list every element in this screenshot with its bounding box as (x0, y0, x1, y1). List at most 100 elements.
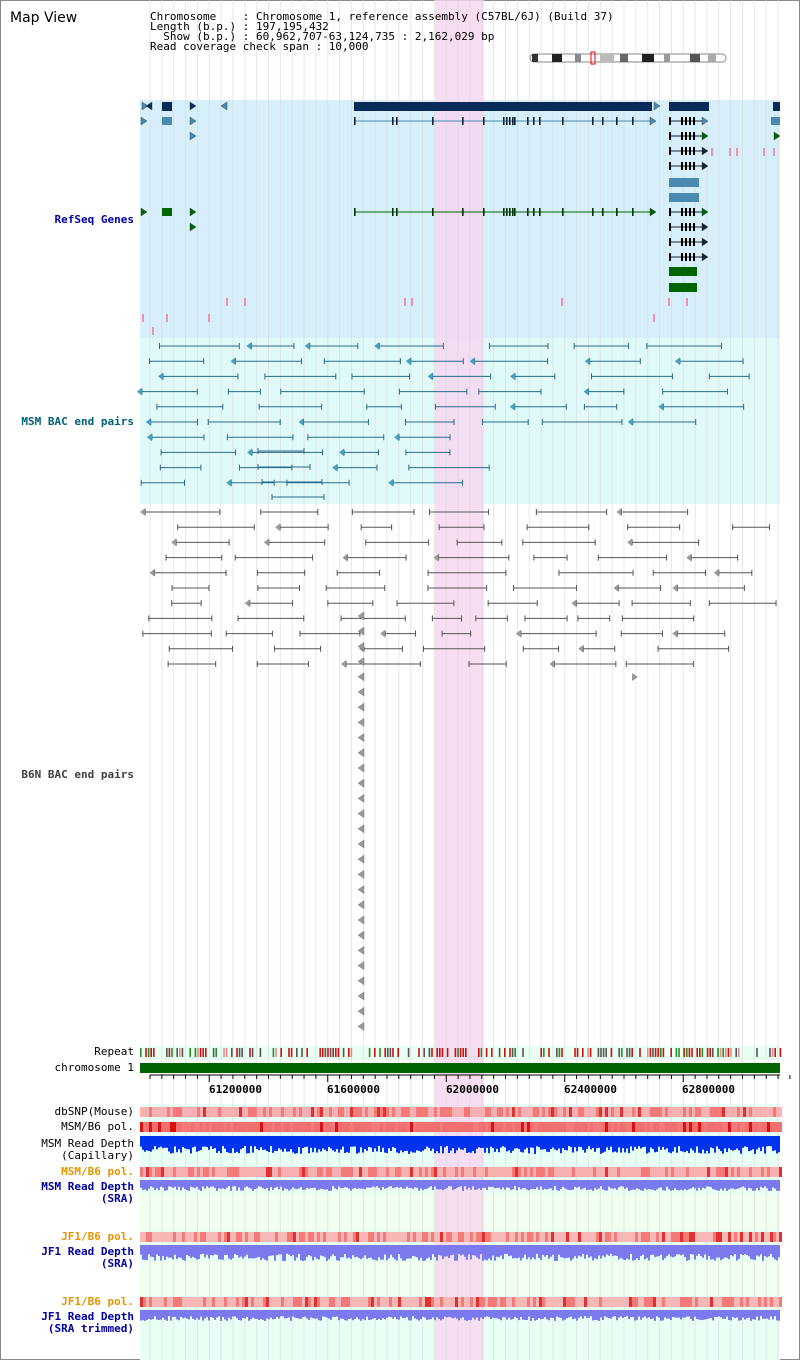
read-depth-bar (440, 1136, 442, 1147)
track-label-jf1-b6-pol-1[interactable]: JF1/B6 pol. (61, 1230, 134, 1243)
polymorphism-cell (470, 1167, 473, 1177)
exon (396, 117, 398, 125)
polymorphism-cell (650, 1232, 653, 1242)
polymorphism-cell (368, 1167, 371, 1177)
repeat-mark (441, 1048, 444, 1057)
read-depth-bar (736, 1180, 738, 1189)
read-depth-bar (288, 1180, 290, 1191)
read-depth-bar (730, 1310, 732, 1321)
msm-bac-end (226, 478, 232, 487)
track-label-msm-depth-sra[interactable]: MSM Read Depth (SRA) (41, 1180, 134, 1205)
read-depth-bar (166, 1310, 168, 1321)
read-depth-bar (508, 1245, 510, 1257)
polymorphism-cell (419, 1122, 422, 1132)
polymorphism-cell (170, 1297, 173, 1307)
read-depth-bar (362, 1310, 364, 1319)
read-depth-bar (172, 1136, 174, 1153)
read-depth-bar (506, 1136, 508, 1152)
read-depth-bar (716, 1245, 718, 1258)
read-depth-bar (236, 1310, 238, 1319)
polymorphism-cell (617, 1122, 620, 1132)
polymorphism-cell (275, 1122, 278, 1132)
read-depth-bar (218, 1310, 220, 1317)
polymorphism-cell (296, 1122, 299, 1132)
repeat-mark (491, 1048, 493, 1057)
polymorphism-cell (299, 1232, 302, 1242)
read-depth-bar (214, 1310, 216, 1320)
polymorphism-cell (581, 1122, 584, 1132)
track-label-repeat[interactable]: Repeat (94, 1045, 134, 1058)
read-depth-bar (548, 1136, 550, 1153)
track-label-b6n-bac[interactable]: B6N BAC end pairs (21, 768, 134, 781)
polymorphism-cell (668, 1107, 671, 1117)
track-label-msm-b6-pol-1[interactable]: MSM/B6 pol. (61, 1120, 134, 1133)
polymorphism-cell (530, 1167, 533, 1177)
polymorphism-cell (344, 1232, 347, 1242)
track-label-jf1-depth-trimmed[interactable]: JF1 Read Depth (SRA trimmed) (41, 1310, 134, 1335)
track-label-jf1-depth-sra[interactable]: JF1 Read Depth (SRA) (41, 1245, 134, 1270)
read-depth-bar (332, 1245, 334, 1255)
polymorphism-cell (200, 1122, 203, 1132)
track-label-msm-depth-capillary[interactable]: MSM Read Depth (Capillary) (41, 1137, 134, 1162)
polymorphism-cell (590, 1122, 593, 1132)
read-depth-bar (210, 1180, 212, 1187)
read-depth-bar (202, 1245, 204, 1254)
read-depth-bar (588, 1180, 590, 1190)
read-depth-bar (166, 1245, 168, 1257)
polymorphism-cell (758, 1107, 761, 1117)
polymorphism-cell (677, 1232, 680, 1242)
read-depth-bar (520, 1245, 522, 1261)
read-depth-bar (360, 1310, 362, 1321)
read-depth-bar (454, 1245, 456, 1261)
repeat-mark (727, 1048, 730, 1057)
read-depth-bar (342, 1245, 344, 1258)
track-label-msm-bac[interactable]: MSM BAC end pairs (21, 415, 134, 428)
read-depth-bar (720, 1310, 722, 1318)
read-depth-bar (386, 1180, 388, 1189)
read-depth-bar (544, 1310, 546, 1318)
track-label-dbsnp[interactable]: dbSNP(Mouse) (54, 1105, 134, 1118)
read-depth-bar (586, 1136, 588, 1149)
track-label-refseq[interactable]: RefSeq Genes (54, 213, 134, 226)
polymorphism-cell (608, 1107, 611, 1117)
polymorphism-cell (212, 1232, 215, 1242)
repeat-mark (556, 1048, 558, 1057)
polymorphism-cell (326, 1107, 329, 1117)
info-chromosome: Chromosome : Chromosome 1, reference ass… (150, 10, 614, 23)
exon (592, 117, 594, 125)
polymorphism-cell (290, 1122, 293, 1132)
track-label-jf1-b6-pol-2[interactable]: JF1/B6 pol. (61, 1295, 134, 1308)
read-depth-bar (408, 1245, 410, 1259)
polymorphism-cell (392, 1122, 395, 1132)
read-depth-bar (728, 1180, 730, 1190)
read-depth-bar (472, 1136, 474, 1152)
polymorphism-cell (344, 1297, 347, 1307)
read-depth-bar (760, 1310, 762, 1317)
read-depth-bar (400, 1136, 402, 1151)
read-depth-bar (564, 1136, 566, 1150)
read-depth-bar (754, 1180, 756, 1191)
read-depth-bar (712, 1180, 714, 1190)
track-label-chromosome[interactable]: chromosome 1 (54, 1061, 134, 1074)
read-depth-bar (376, 1180, 378, 1187)
read-depth-bar (142, 1245, 144, 1260)
polymorphism-cell (623, 1122, 626, 1132)
polymorphism-cell (689, 1122, 692, 1132)
read-depth-bar (278, 1180, 280, 1190)
polymorphism-cell (557, 1122, 560, 1132)
read-depth-bar (194, 1310, 196, 1320)
read-depth-bar (482, 1245, 484, 1261)
read-depth-bar (732, 1180, 734, 1189)
track-label-msm-b6-pol-2[interactable]: MSM/B6 pol. (61, 1165, 134, 1178)
read-depth-bar (502, 1180, 504, 1188)
read-depth-bar (280, 1310, 282, 1317)
marker (668, 298, 670, 306)
polymorphism-cell (623, 1232, 626, 1242)
repeat-mark (660, 1048, 662, 1057)
polymorphism-cell (509, 1167, 512, 1177)
read-depth-bar (488, 1180, 490, 1187)
repeat-mark (699, 1048, 701, 1057)
read-depth-bar (230, 1180, 232, 1191)
read-depth-bar (180, 1180, 182, 1191)
read-depth-bar (676, 1245, 678, 1255)
